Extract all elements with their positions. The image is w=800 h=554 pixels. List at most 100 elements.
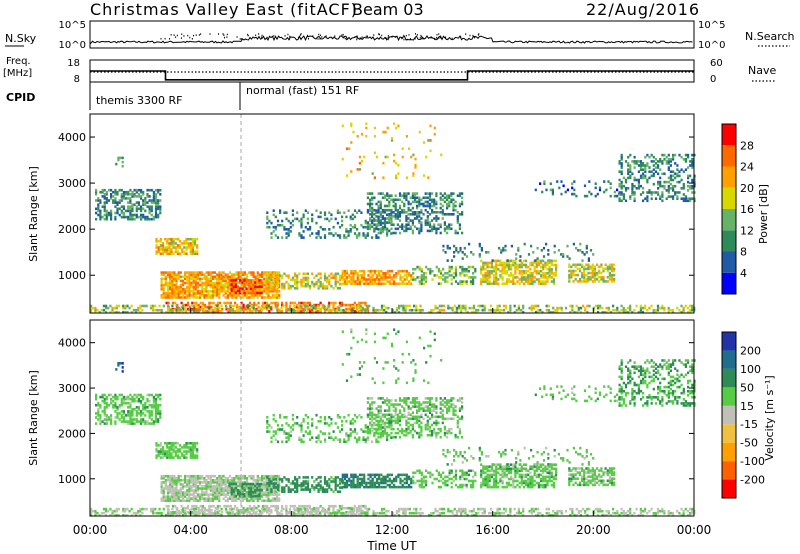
- power-cell: [243, 271, 247, 274]
- power-cell: [366, 232, 369, 235]
- power-cell: [650, 153, 653, 157]
- power-cell: [465, 282, 468, 285]
- power-cell: [439, 225, 442, 229]
- velocity-cell: [175, 495, 178, 498]
- power-cell: [674, 176, 677, 180]
- power-cell: [278, 271, 281, 274]
- power-cell: [398, 310, 401, 314]
- velocity-cell: [105, 416, 108, 419]
- power-cell: [593, 269, 596, 273]
- power-cell: [411, 223, 414, 226]
- power-cell: [518, 265, 521, 269]
- power-cell: [341, 278, 344, 281]
- power-cell: [101, 188, 104, 192]
- power-cell: [289, 301, 292, 305]
- power-cell: [371, 172, 374, 175]
- power-cell: [157, 199, 160, 202]
- power-cell: [359, 310, 362, 314]
- power-cell: [309, 284, 312, 288]
- power-cell: [341, 223, 344, 227]
- power-cell: [568, 278, 571, 281]
- velocity-cell: [159, 456, 162, 459]
- nsky-dot: [469, 34, 471, 37]
- power-cell: [480, 278, 483, 281]
- power-cell: [287, 232, 290, 235]
- power-cell: [230, 285, 233, 288]
- nsky-dot: [433, 38, 435, 40]
- power-cell: [283, 282, 286, 286]
- power-cell: [341, 276, 344, 279]
- power-cell: [296, 282, 299, 286]
- velocity-cell: [235, 499, 238, 502]
- power-cell: [226, 273, 229, 276]
- power-cell: [458, 204, 461, 208]
- power-cell: [203, 281, 206, 285]
- power-cell: [398, 211, 402, 214]
- power-cell: [144, 199, 147, 202]
- power-cell: [652, 160, 655, 163]
- power-cell: [593, 265, 596, 269]
- power-cell: [533, 261, 536, 265]
- power-cell: [383, 204, 387, 208]
- power-cell: [186, 307, 190, 311]
- power-cell: [171, 281, 174, 285]
- nsky-dot: [395, 36, 397, 38]
- velocity-cell: [173, 493, 176, 496]
- power-cell: [150, 217, 153, 221]
- velocity-cell: [188, 491, 191, 494]
- velocity-cell: [265, 491, 268, 494]
- power-cell: [529, 276, 532, 279]
- power-cell: [170, 248, 173, 251]
- power-cell: [237, 287, 240, 290]
- velocity-cell: [209, 497, 212, 500]
- power-cell: [297, 308, 300, 312]
- power-cell: [330, 284, 333, 288]
- power-cell: [169, 285, 172, 289]
- power-cell: [315, 236, 318, 239]
- velocity-cell: [263, 474, 266, 478]
- velocity-cell: [99, 416, 102, 419]
- power-cell: [624, 308, 627, 312]
- power-cell: [173, 275, 176, 279]
- power-cell: [583, 278, 586, 281]
- power-cell: [191, 242, 194, 245]
- power-cell: [537, 259, 540, 263]
- power-cell: [388, 280, 391, 283]
- power-cell: [446, 196, 449, 200]
- power-cell: [110, 217, 113, 221]
- power-cell: [296, 274, 299, 278]
- power-cell: [381, 211, 384, 214]
- power-cell: [289, 284, 292, 288]
- power-cell: [258, 285, 261, 288]
- velocity-cell: [263, 477, 266, 480]
- power-cell: [246, 277, 249, 281]
- velocity-cell: [269, 485, 272, 488]
- velocity-cell: [228, 489, 232, 492]
- power-cell: [234, 301, 237, 305]
- power-cell: [161, 242, 165, 245]
- power-cell: [492, 278, 496, 281]
- nsky-dot: [356, 38, 358, 41]
- power-cell: [323, 272, 327, 276]
- power-cell: [490, 282, 493, 285]
- power-cell: [312, 304, 315, 308]
- power-cell: [540, 269, 543, 273]
- power-cell: [142, 207, 145, 211]
- power-cell: [462, 306, 465, 310]
- nsky-dot: [226, 33, 228, 36]
- power-cell: [220, 273, 223, 276]
- power-cell: [375, 278, 379, 281]
- power-cell: [424, 196, 427, 200]
- power-cell: [225, 301, 228, 305]
- power-cell: [281, 284, 284, 288]
- velocity-cell: [216, 485, 219, 488]
- power-cell: [583, 194, 587, 198]
- power-cell: [250, 273, 253, 276]
- power-cell: [311, 282, 314, 286]
- power-cell: [127, 207, 130, 211]
- power-cell: [257, 305, 260, 309]
- power-cell: [148, 211, 151, 215]
- power-cell: [160, 271, 163, 274]
- velocity-cell: [196, 474, 199, 478]
- power-cell: [484, 267, 487, 271]
